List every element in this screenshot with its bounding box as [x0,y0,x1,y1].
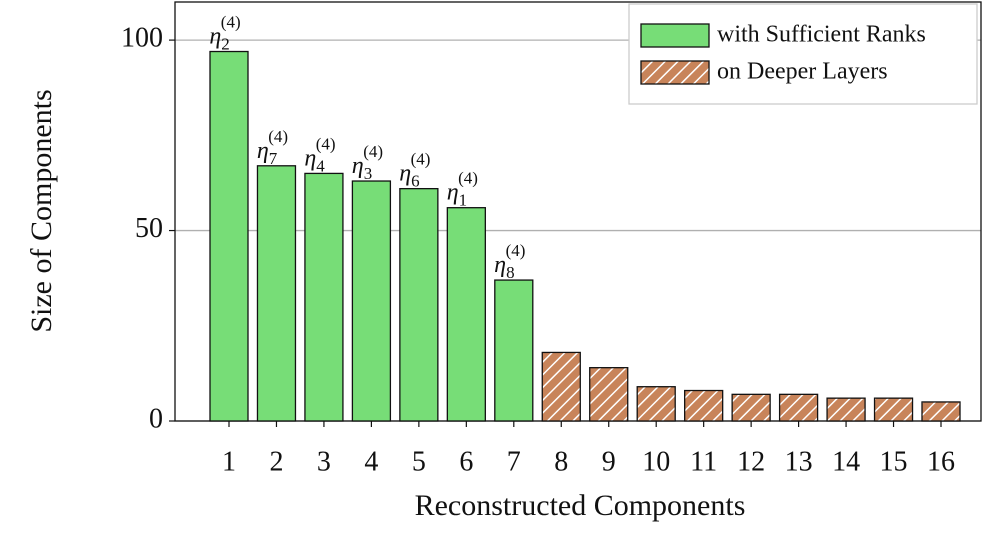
annotation-sup: (4) [411,150,431,169]
bar [826,397,866,422]
x-tick-label: 10 [642,446,670,477]
legend-swatch [640,23,710,48]
bar [256,165,297,422]
x-tick-label: 16 [927,446,955,477]
bar [778,393,819,422]
annotation-base: η [352,153,364,179]
annotation-base: η [257,137,269,163]
annotation-sub: 7 [269,149,278,168]
bar [873,397,914,422]
bar [636,386,676,422]
bar [209,50,249,422]
x-tick-label: 12 [737,446,765,477]
bar [304,172,344,422]
bar [684,389,724,422]
bar [494,279,534,422]
x-tick-label: 5 [412,446,426,477]
annotation-base: η [494,252,506,278]
bar [351,180,392,422]
legend-box [628,3,978,105]
bar-annotation: η8 (4) [494,241,525,282]
x-tick-label: 14 [832,446,860,477]
annotation-sub: 6 [411,172,420,191]
legend-swatch [640,60,710,85]
y-tick-label: 0 [149,403,163,434]
annotation-base: η [399,160,411,186]
bar-annotation: η3 (4) [352,142,383,183]
annotation-sup: (4) [316,134,336,153]
annotation-base: η [447,179,459,205]
annotation-base: η [304,145,316,171]
x-tick-label: 3 [317,446,331,477]
bar [446,207,486,422]
x-tick-label: 6 [459,446,473,477]
bar-annotation: η2 (4) [209,12,240,53]
x-tick-label: 7 [507,446,521,477]
y-tick-label: 100 [121,23,163,54]
x-tick-label: 15 [880,446,908,477]
annotation-sup: (4) [268,127,288,146]
y-axis-title: Size of Components [25,89,58,332]
bar [541,351,581,422]
x-tick-label: 1 [222,446,236,477]
bar-annotation: η4 (4) [304,134,335,175]
x-tick-label: 11 [690,446,717,477]
legend-label: with Sufficient Ranks [717,22,926,48]
annotation-base: η [209,23,221,49]
y-tick-label: 50 [135,213,163,244]
bar [589,367,629,422]
x-tick-label: 9 [602,446,616,477]
x-axis-title: Reconstructed Components [415,489,746,522]
annotation-sup: (4) [363,142,383,161]
x-tick-label: 13 [785,446,813,477]
annotation-sup: (4) [506,241,526,260]
annotation-sup: (4) [458,169,478,188]
annotation-sub: 3 [364,164,373,183]
bar-annotation: η6 (4) [399,150,430,191]
annotation-sub: 8 [506,263,515,282]
bar-annotation: η7 (4) [257,127,288,168]
x-tick-label: 2 [269,446,283,477]
annotation-sub: 1 [459,191,468,210]
annotation-sub: 2 [221,34,230,53]
bar [921,401,961,422]
x-tick-label: 4 [364,446,378,477]
annotation-sub: 4 [316,156,325,175]
legend-label: on Deeper Layers [717,59,888,85]
bar [399,187,439,422]
annotation-sup: (4) [221,12,241,31]
bar [731,393,771,422]
x-tick-label: 8 [554,446,568,477]
bar-annotation: η1 (4) [447,169,478,210]
